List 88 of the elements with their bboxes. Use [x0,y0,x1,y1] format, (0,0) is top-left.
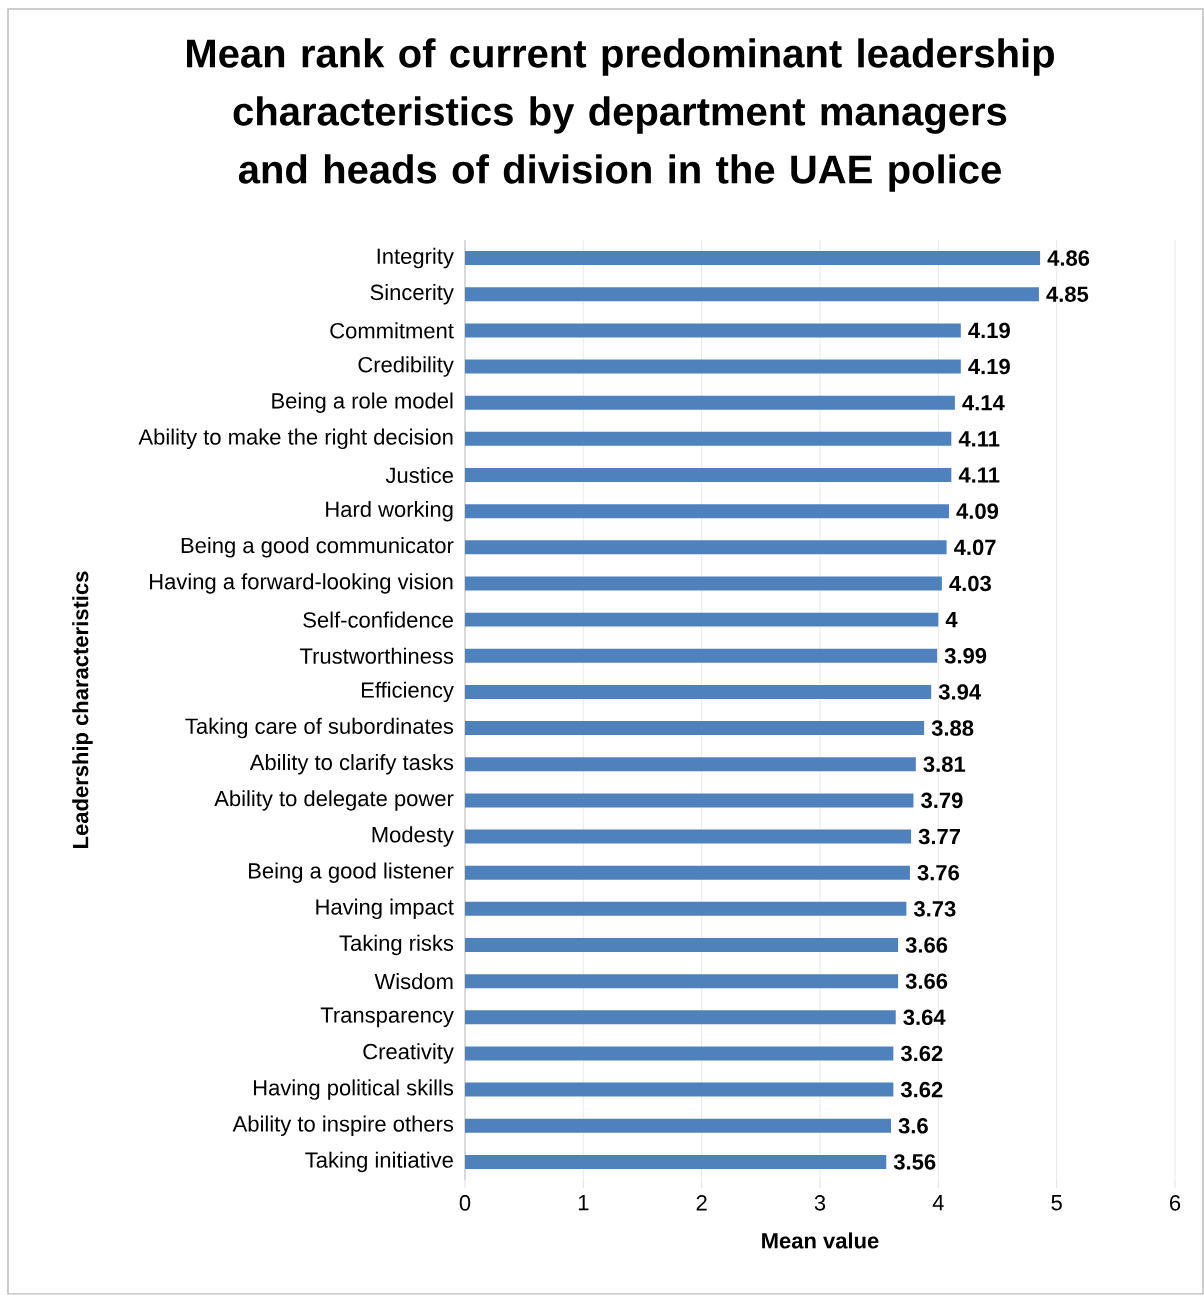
bar [465,1010,896,1025]
data-label: 3.88 [931,720,974,736]
data-label: 3.66 [905,937,948,953]
y-tick-label: Being a role model [272,392,453,413]
data-label: 3.64 [903,1009,946,1026]
bar [465,612,939,627]
bar [465,1046,894,1061]
data-label: 3.76 [917,864,960,881]
bar [465,684,932,699]
y-tick-label: Sincerity [370,284,454,305]
bar [465,1118,891,1133]
bar [465,793,914,808]
bar [465,323,961,338]
y-tick-label: Integrity [377,247,454,269]
y-tick-label: Ability to make the right decision [138,428,453,450]
bar [465,938,899,953]
y-tick-label: Transparency [320,1007,454,1028]
data-label: 3.99 [944,648,987,664]
y-tick-label: Credibility [358,356,454,377]
x-tick-label: 5 [1051,1195,1062,1211]
bar [465,648,938,663]
data-label: 4.11 [958,431,1000,447]
y-axis-title: Leadership characteristics [72,571,93,848]
data-label: 3.62 [900,1045,943,1062]
data-label: 3.79 [921,792,963,809]
data-label: 3.66 [905,973,948,989]
data-label: 3.6 [898,1117,928,1134]
y-tick-label: Being a good listener [249,862,454,883]
x-axis-title: Mean value [762,1232,879,1249]
data-label: 4.14 [962,395,1005,411]
y-tick-label: Justice [385,466,453,484]
bar [465,395,955,410]
bar [465,251,1041,266]
x-tick-label: 3 [814,1195,826,1211]
bar [465,721,925,736]
y-tick-label: Taking initiative [305,1151,453,1173]
y-tick-label: Efficiency [362,681,454,703]
data-label: 4.86 [1047,250,1090,266]
bar [465,359,961,374]
data-label: 3.73 [913,901,956,917]
y-tick-label: Wisdom [374,973,453,990]
bar [465,287,1039,302]
data-label: 4.07 [954,539,996,556]
bar [465,504,949,519]
y-tick-label: Ability to delegate power [214,790,454,811]
data-label: 3.94 [938,684,981,700]
y-tick-label: Commitment [330,322,454,339]
bar [465,901,907,916]
bar [465,829,912,844]
bar [465,540,947,555]
bar [465,865,910,880]
y-tick-label: Having a forward-looking vision [150,573,453,594]
y-tick-label: Ability to clarify tasks [249,753,454,775]
data-label: 4.19 [968,322,1010,339]
data-label: 4.09 [956,503,999,519]
data-label: 4.19 [968,358,1010,375]
chart-title: Mean rank of current predominant leadership characteristics by department managers and heads of division in the UAE police [187,38,1054,192]
x-tick-label: 1 [578,1195,589,1211]
bar [465,468,952,483]
x-tick-label: 4 [932,1195,944,1211]
data-label: 4 [945,612,958,628]
y-tick-label: Having impact [316,898,454,920]
x-tick-label: 2 [696,1195,707,1211]
data-label: 4.11 [958,467,1000,483]
bar [465,1082,894,1097]
bar [465,757,916,772]
data-label: 4.85 [1046,286,1089,303]
data-label: 3.81 [923,756,966,773]
y-tick-label: Self-confidence [303,611,453,628]
y-tick-label: Taking risks [339,934,454,956]
y-tick-label: Taking care of subordinates [185,717,454,739]
bar [465,576,942,591]
y-tick-label: Ability to inspire others [232,1115,454,1137]
data-label: 4.03 [949,575,991,592]
data-label: 3.62 [900,1081,943,1098]
y-tick-label: Trustworthiness [299,647,454,664]
x-tick-label: 6 [1170,1195,1181,1211]
bar [465,431,952,446]
y-tick-label: Being a good communicator [181,537,454,558]
data-label: 3.56 [893,1154,936,1170]
bar [465,1154,887,1169]
bar [465,974,899,989]
y-tick-label: Having political skills [254,1079,454,1100]
y-tick-label: Hard working [326,500,453,522]
y-tick-label: Modesty [372,826,454,847]
data-label: 3.77 [918,828,961,845]
x-tick-label: 0 [459,1195,471,1211]
y-tick-label: Creativity [363,1043,454,1064]
